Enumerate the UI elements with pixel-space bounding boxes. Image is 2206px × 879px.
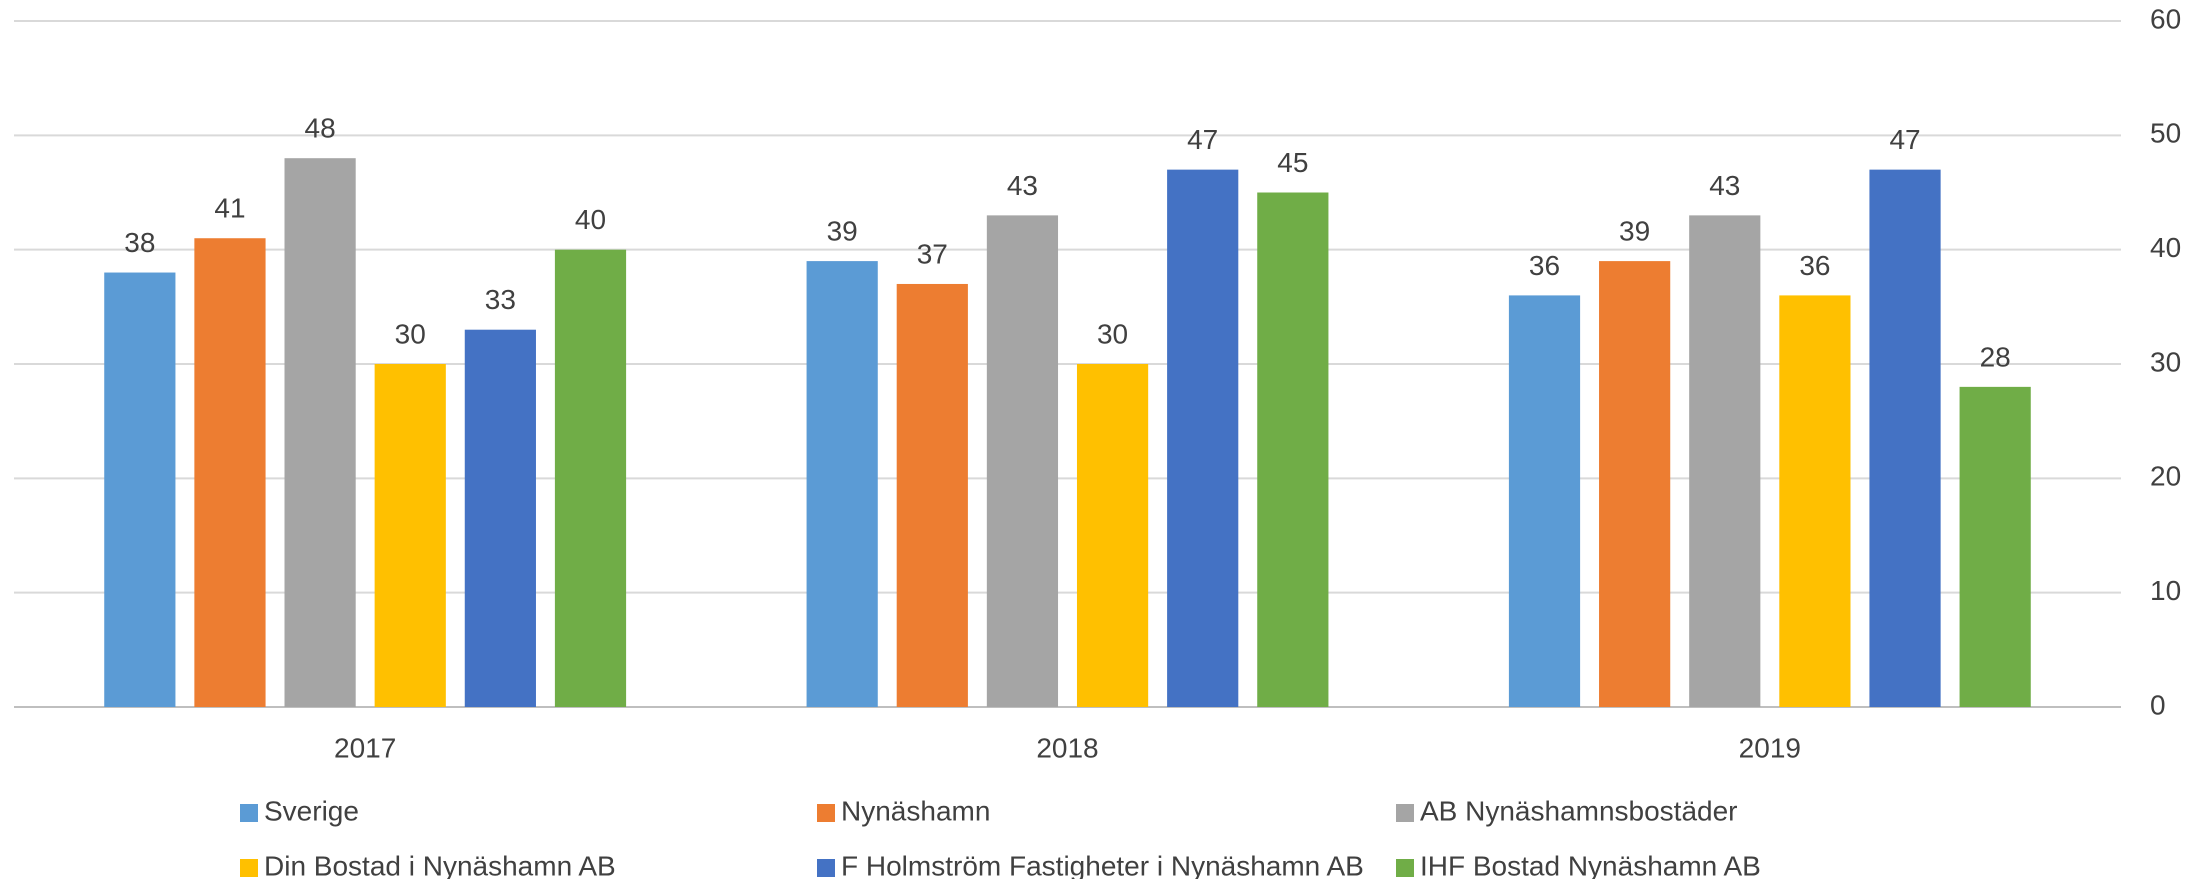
data-label: 48 [305,113,336,144]
bar [1779,295,1851,707]
data-label: 45 [1277,147,1308,178]
data-label: 47 [1889,124,1920,155]
legend-swatch [240,859,258,877]
data-label: 33 [485,284,516,315]
legend-swatch [240,804,258,822]
data-label: 36 [1529,250,1560,281]
legend-label: Nynäshamn [841,795,990,826]
bar [1508,295,1581,707]
data-label: 43 [1709,170,1740,201]
legend-label: Sverige [264,795,359,826]
y-tick-label: 60 [2150,3,2181,34]
data-label: 41 [214,193,245,224]
y-tick-label: 10 [2150,575,2181,606]
data-label: 36 [1799,250,1830,281]
x-tick-label: 2019 [1739,732,1801,763]
bar [1599,261,1671,707]
bar [284,158,356,707]
bar [1869,169,1941,708]
bar [1959,386,2031,707]
data-label: 43 [1007,170,1038,201]
data-label: 37 [917,238,948,269]
bar [374,364,446,707]
legend-swatch [1396,804,1414,822]
data-label: 39 [1619,215,1650,246]
bar [1076,364,1149,707]
data-label: 28 [1980,341,2011,372]
legend-label: F Holmström Fastigheter i Nynäshamn AB [841,850,1364,879]
data-label: 30 [1097,318,1128,349]
data-label: 38 [124,227,155,258]
bar [806,261,878,707]
data-label: 40 [575,204,606,235]
legend-swatch [1396,859,1414,877]
y-tick-label: 0 [2150,689,2166,720]
x-tick-label: 2017 [334,732,396,763]
y-tick-label: 30 [2150,346,2181,377]
bar [1689,215,1761,707]
bar [464,329,536,707]
x-tick-label: 2018 [1036,732,1098,763]
bar [896,283,968,707]
bar [986,215,1059,707]
legend-label: IHF Bostad Nynäshamn AB [1420,850,1761,879]
y-tick-label: 50 [2150,118,2181,149]
bar [104,272,176,707]
bar [194,238,266,707]
bar [1167,169,1239,708]
data-label: 30 [395,318,426,349]
legend-label: Din Bostad i Nynäshamn AB [264,850,616,879]
data-label: 47 [1187,124,1218,155]
legend-label: AB Nynäshamnsbostäder [1420,795,1738,826]
bar [1257,192,1329,707]
legend-swatch [817,804,835,822]
bar [554,249,627,707]
legend-swatch [817,859,835,877]
y-tick-label: 40 [2150,232,2181,263]
data-label: 39 [827,215,858,246]
y-tick-label: 20 [2150,461,2181,492]
